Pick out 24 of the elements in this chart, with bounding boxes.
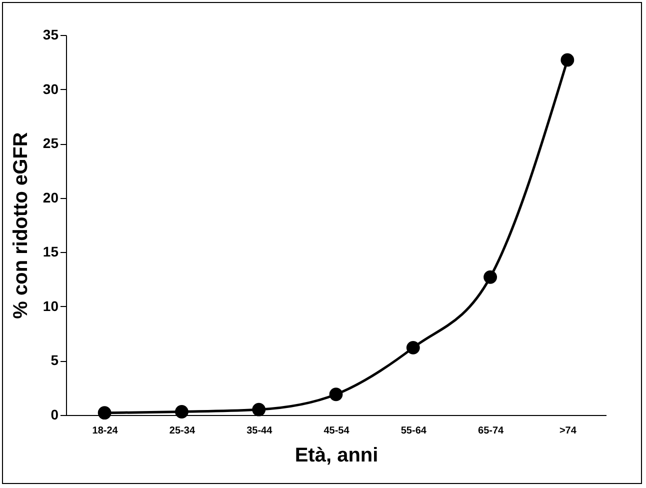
- y-tick-label: 10: [42, 298, 59, 314]
- x-tick-label: 45-54: [324, 426, 350, 436]
- x-tick-label: 18-24: [92, 426, 118, 436]
- y-tick-label: 20: [42, 189, 59, 206]
- y-tick-label: 15: [42, 244, 59, 260]
- y-tick-label: 25: [42, 135, 59, 152]
- y-axis-title: % con ridotto eGFR: [10, 132, 32, 319]
- y-tick-label: 30: [42, 80, 59, 97]
- point: [329, 388, 343, 402]
- point: [98, 406, 112, 420]
- x-axis-title: Età, anni: [294, 444, 378, 466]
- point: [252, 402, 266, 416]
- y-tick-label: 0: [50, 406, 59, 422]
- x-tick-label: >74: [559, 426, 577, 436]
- x-tick-label: 25-34: [169, 426, 196, 436]
- point: [484, 270, 497, 284]
- x-tick-label: 65-74: [478, 426, 504, 436]
- y-tick-label: 35: [42, 26, 59, 42]
- y-tick-label: 5: [50, 352, 59, 368]
- x-tick-label: 35-44: [246, 426, 273, 436]
- point: [175, 405, 188, 418]
- point: [560, 53, 574, 67]
- x-tick-label: 55-64: [400, 426, 427, 436]
- point: [406, 340, 420, 354]
